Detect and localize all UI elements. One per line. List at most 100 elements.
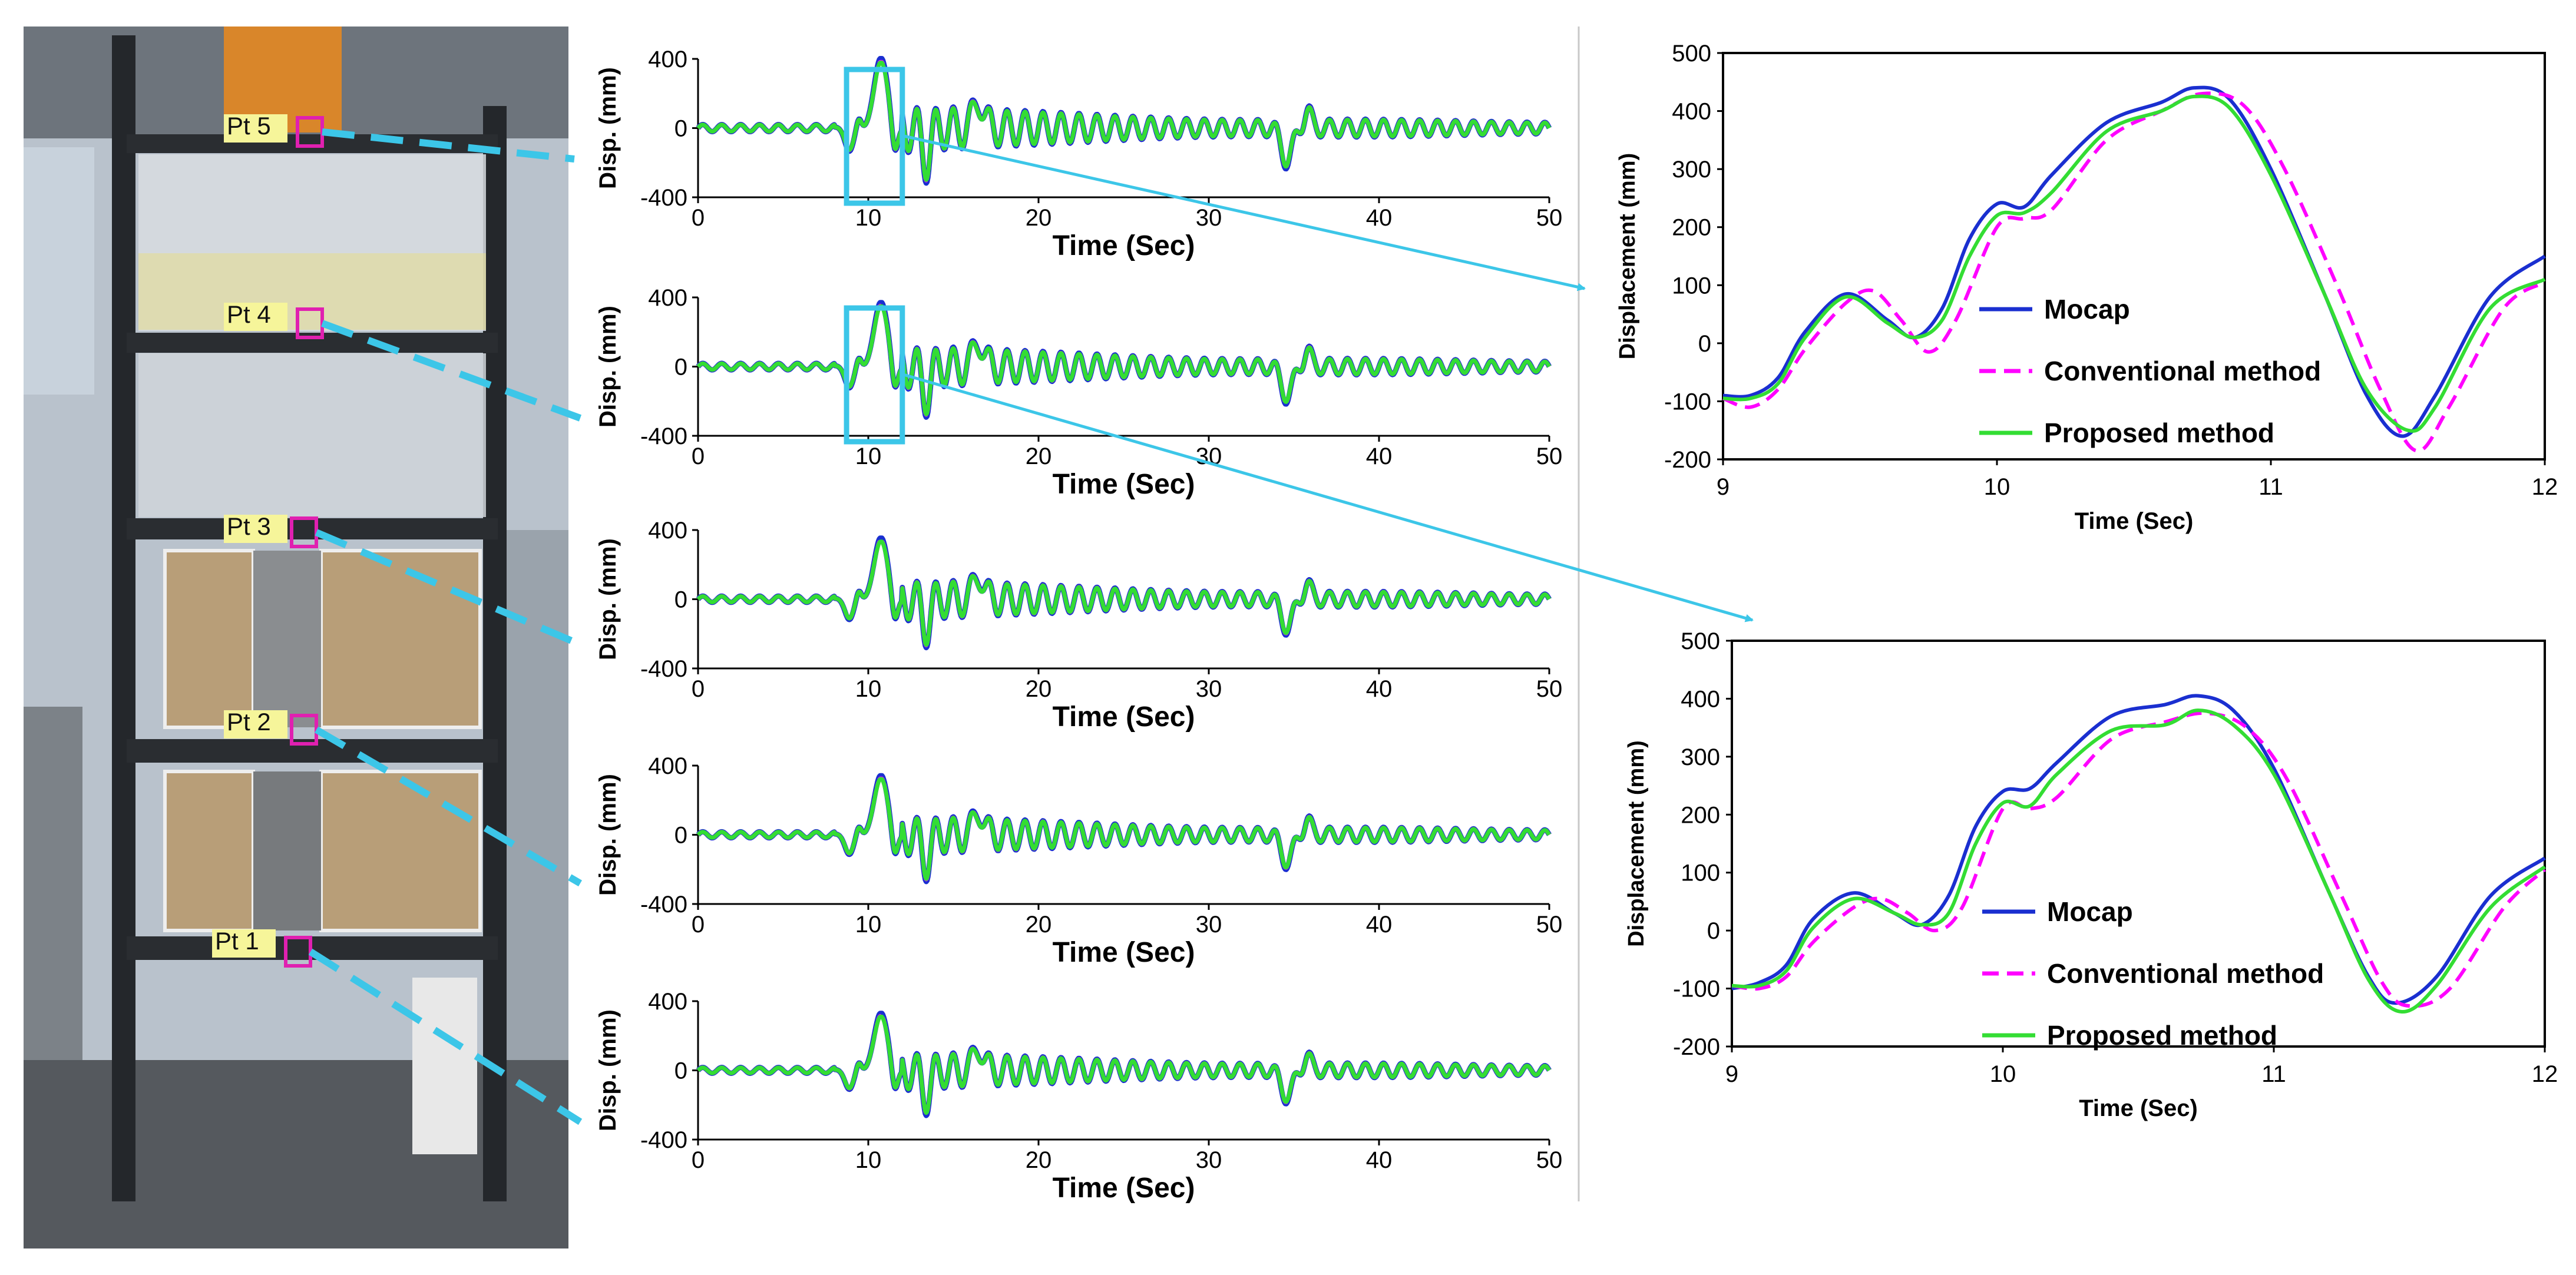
- x-tick-label: 20: [1026, 205, 1052, 231]
- x-tick-label: 0: [692, 1147, 705, 1173]
- leader-line: [308, 948, 583, 1125]
- x-tick-label: 40: [1366, 443, 1393, 469]
- point-label: Pt 1: [215, 927, 259, 955]
- photo-point-markers: Pt 5 Pt 4 Pt 3 Pt 2 Pt 1: [212, 112, 583, 1125]
- y-tick-label: 400: [648, 989, 687, 1015]
- x-axis-title: Time (Sec): [1053, 1173, 1195, 1204]
- y-tick-label: 400: [648, 47, 687, 72]
- x-tick-label: 9: [1717, 474, 1730, 500]
- y-tick-label: 500: [1672, 41, 1711, 67]
- x-tick-label: 0: [692, 912, 705, 938]
- x-tick-label: 40: [1366, 1147, 1393, 1173]
- legend-label: Conventional method: [2044, 356, 2321, 386]
- y-tick-label: -200: [1664, 447, 1711, 473]
- zoom-arrow: [901, 372, 1754, 622]
- y-tick-label: 400: [648, 753, 687, 779]
- x-axis-title: Time (Sec): [2079, 1095, 2198, 1121]
- y-tick-label: 400: [1672, 99, 1711, 125]
- y-axis-title: Disp. (mm): [595, 538, 621, 660]
- y-tick-label: 200: [1681, 802, 1720, 828]
- y-tick-label: 0: [674, 355, 687, 380]
- x-axis-title: Time (Sec): [1053, 937, 1195, 968]
- x-tick-label: 30: [1196, 676, 1222, 702]
- x-axis-title: Time (Sec): [1053, 701, 1195, 733]
- x-tick-label: 50: [1536, 912, 1563, 938]
- y-tick-label: -400: [640, 1127, 687, 1153]
- legend-label: Proposed method: [2044, 418, 2274, 448]
- y-tick-label: -100: [1673, 976, 1720, 1002]
- series-line-proposed-method: [1722, 94, 2546, 433]
- point-label: Pt 4: [227, 300, 271, 328]
- x-tick-label: 20: [1026, 1147, 1052, 1173]
- x-axis-title: Time (Sec): [1053, 230, 1195, 261]
- y-tick-label: 0: [674, 1058, 687, 1084]
- series-line-proposed-method: [696, 539, 1552, 647]
- series-line-proposed-method: [1731, 708, 2546, 1014]
- x-tick-label: 0: [692, 676, 705, 702]
- y-tick-label: 0: [1707, 918, 1720, 944]
- point-label-bg: [212, 929, 276, 958]
- y-tick-label: 200: [1672, 215, 1711, 241]
- y-tick-label: 400: [1681, 686, 1720, 712]
- x-tick-label: 12: [2532, 1061, 2558, 1087]
- x-tick-label: 40: [1366, 912, 1393, 938]
- series-line-conventional-method: [1731, 711, 2547, 1008]
- y-axis-title: Disp. (mm): [595, 67, 621, 189]
- point-label: Pt 3: [227, 512, 271, 540]
- y-tick-label: 400: [648, 518, 687, 544]
- y-tick-label: 100: [1681, 860, 1720, 886]
- point-label: Pt 2: [227, 708, 271, 736]
- x-tick-label: 10: [1990, 1061, 2016, 1087]
- y-axis-title: Displacement (mm): [1615, 153, 1640, 360]
- point-label: Pt 5: [227, 112, 271, 140]
- x-tick-label: 30: [1196, 912, 1222, 938]
- x-tick-label: 40: [1366, 205, 1393, 231]
- zoom-arrow: [901, 134, 1586, 292]
- x-tick-label: 11: [2258, 474, 2283, 500]
- y-tick-label: 300: [1681, 744, 1720, 770]
- point-label-bg: [224, 515, 287, 543]
- y-axis-title: Disp. (mm): [595, 1009, 621, 1131]
- x-tick-label: 30: [1196, 1147, 1222, 1173]
- legend-label: Proposed method: [2047, 1020, 2277, 1051]
- y-tick-label: 100: [1672, 273, 1711, 299]
- x-tick-label: 10: [1984, 474, 2010, 500]
- y-tick-label: -100: [1664, 389, 1711, 415]
- legend-label: Mocap: [2044, 294, 2130, 324]
- point-label-bg: [224, 710, 287, 738]
- y-tick-label: -200: [1673, 1034, 1720, 1060]
- x-axis-title: Time (Sec): [1053, 469, 1195, 500]
- series-line-proposed-method: [696, 777, 1551, 881]
- series-line-conventional-method: [1722, 91, 2546, 453]
- legend-label: Conventional method: [2047, 958, 2324, 989]
- x-tick-label: 0: [692, 205, 705, 231]
- series-line-mocap: [1722, 85, 2546, 438]
- x-tick-label: 10: [855, 676, 882, 702]
- series-line-proposed-method: [696, 60, 1552, 182]
- y-tick-label: 0: [1698, 331, 1711, 357]
- point-label-bg: [224, 114, 287, 143]
- series-line-mocap: [1731, 694, 2546, 1005]
- x-tick-label: 40: [1366, 676, 1393, 702]
- leader-line: [322, 128, 575, 163]
- y-tick-label: 300: [1672, 157, 1711, 183]
- y-tick-label: 0: [674, 587, 687, 613]
- y-axis-title: Displacement (mm): [1624, 740, 1649, 947]
- y-tick-label: 500: [1681, 628, 1720, 654]
- x-tick-label: 50: [1536, 205, 1563, 231]
- x-tick-label: 10: [855, 443, 882, 469]
- x-tick-label: 10: [855, 912, 882, 938]
- x-tick-label: 10: [855, 205, 882, 231]
- x-tick-label: 20: [1026, 676, 1052, 702]
- zoom-arrows: [901, 134, 1754, 622]
- y-tick-label: -400: [640, 185, 687, 211]
